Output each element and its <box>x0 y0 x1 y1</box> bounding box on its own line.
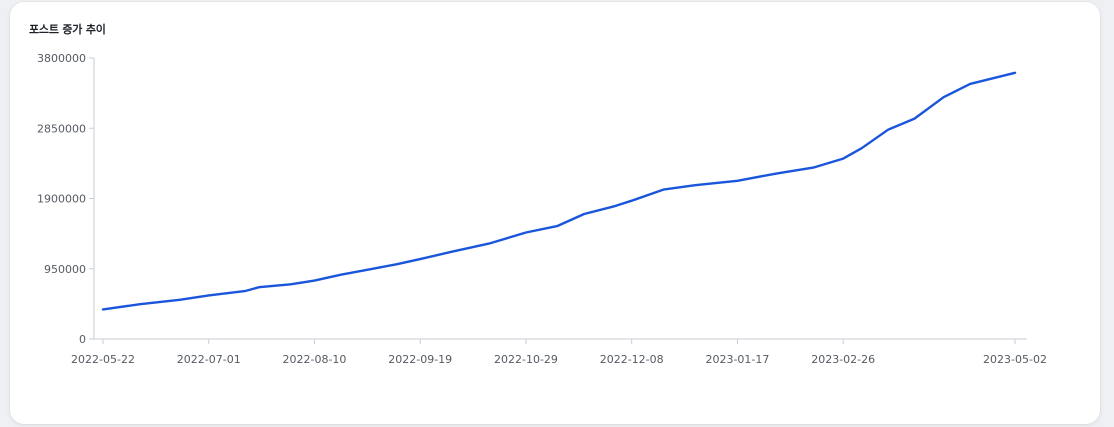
chart-title: 포스트 증가 추이 <box>29 23 106 36</box>
x-tick-label: 2023-02-26 <box>811 353 875 366</box>
x-tick-label: 2022-09-19 <box>388 353 452 366</box>
x-tick-label: 2022-07-01 <box>177 353 241 366</box>
chart-card: 포스트 증가 추이 <box>10 2 1100 424</box>
y-tick-label: 2850000 <box>37 122 86 135</box>
y-tick-label: 0 <box>79 333 86 346</box>
x-tick-label: 2022-05-22 <box>71 353 135 366</box>
x-tick-label: 2022-08-10 <box>283 353 347 366</box>
x-tick-label: 2023-01-17 <box>705 353 769 366</box>
x-tick-label: 2023-05-02 <box>983 353 1047 366</box>
x-tick-label: 2022-10-29 <box>494 353 558 366</box>
series-line <box>101 71 1017 311</box>
y-tick-label: 950000 <box>44 263 86 276</box>
y-tick-label: 1900000 <box>37 193 86 206</box>
y-tick-label: 3800000 <box>37 52 86 65</box>
x-tick-label: 2022-12-08 <box>600 353 664 366</box>
